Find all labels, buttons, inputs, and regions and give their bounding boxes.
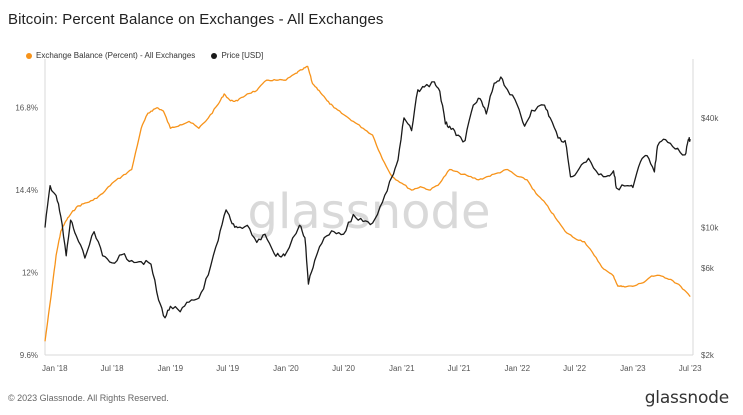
legend-item-exchange-balance[interactable]: Exchange Balance (Percent) - All Exchang… bbox=[26, 51, 195, 60]
y-right-tick-label: $40k bbox=[701, 114, 719, 123]
y-right-tick-label: $2k bbox=[701, 351, 715, 360]
x-tick-label: Jul '23 bbox=[679, 364, 702, 373]
x-tick-label: Jul '22 bbox=[563, 364, 586, 373]
x-tick-label: Jan '22 bbox=[505, 364, 531, 373]
watermark-text: glassnode bbox=[247, 184, 490, 240]
black-dot-icon bbox=[211, 52, 218, 59]
x-tick-label: Jan '19 bbox=[158, 364, 184, 373]
legend-label-exchange-balance: Exchange Balance (Percent) - All Exchang… bbox=[36, 51, 196, 60]
y-left-tick-label: 14.4% bbox=[15, 186, 38, 195]
copyright-text: © 2023 Glassnode. All Rights Reserved. bbox=[8, 393, 169, 403]
orange-dot-icon bbox=[26, 52, 32, 59]
legend-label-price: Price [USD] bbox=[221, 51, 264, 60]
x-tick-label: Jul '19 bbox=[216, 364, 239, 373]
legend-item-price[interactable]: Price [USD] bbox=[211, 51, 263, 60]
exchange-balance-line bbox=[44, 65, 691, 342]
y-left-tick-label: 9.6% bbox=[20, 351, 38, 360]
price-line bbox=[44, 76, 691, 319]
x-tick-label: Jul '18 bbox=[101, 364, 124, 373]
y-right-tick-label: $6k bbox=[701, 264, 715, 273]
x-tick-label: Jan '18 bbox=[42, 364, 68, 373]
x-tick-label: Jan '23 bbox=[620, 364, 646, 373]
chart-legend: Exchange Balance (Percent) - All Exchang… bbox=[26, 51, 277, 61]
x-tick-label: Jan '20 bbox=[273, 364, 299, 373]
page-title: Bitcoin: Percent Balance on Exchanges - … bbox=[8, 11, 384, 28]
brand-logo: glassnode bbox=[644, 388, 729, 408]
x-tick-label: Jan '21 bbox=[389, 364, 415, 373]
y-left-tick-label: 12% bbox=[22, 269, 38, 278]
x-tick-label: Jul '21 bbox=[448, 364, 471, 373]
x-tick-label: Jul '20 bbox=[332, 364, 355, 373]
y-left-tick-label: 16.8% bbox=[15, 104, 38, 113]
y-right-tick-label: $10k bbox=[701, 224, 719, 233]
